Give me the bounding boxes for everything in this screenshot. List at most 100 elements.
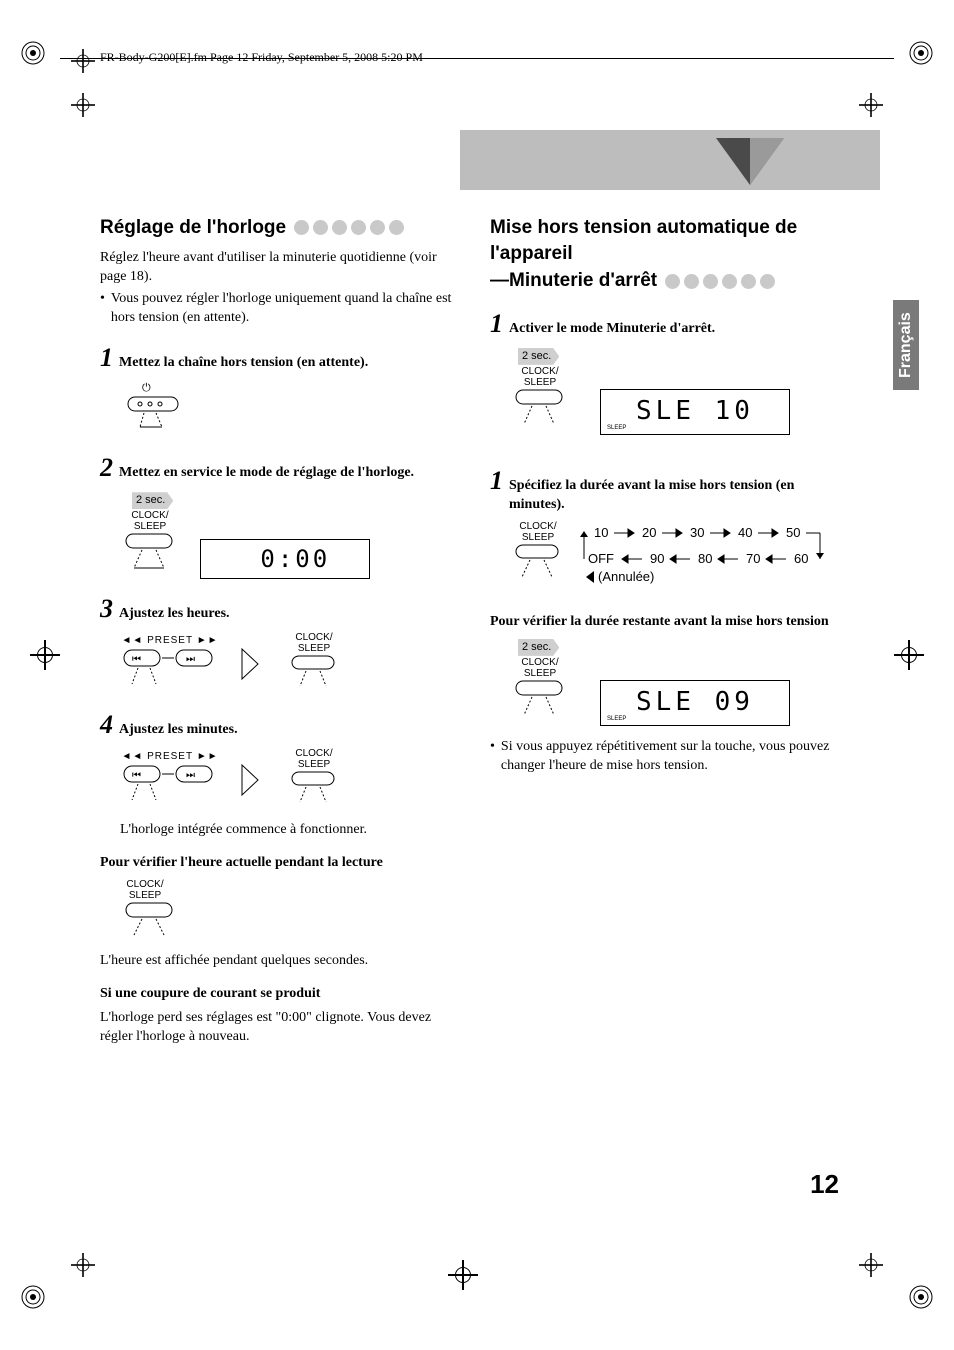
left-title-text: Réglage de l'horloge	[100, 215, 286, 241]
clock-sleep-label-r1: CLOCK/ SLEEP	[510, 366, 570, 388]
after-sub2: L'horloge perd ses réglages est "0:00" c…	[100, 1009, 460, 1047]
rsub-diagram: 2 sec. CLOCK/ SLEEP SLE 09 SLEEP	[510, 638, 850, 726]
preset-label: ◄◄ PRESET ►►	[120, 635, 220, 646]
right-title2: —Minuterie d'arrêt	[490, 268, 850, 294]
svg-text:50: 50	[786, 525, 800, 540]
crosshair-header2	[71, 93, 95, 117]
clock-sleep-button-icon	[120, 532, 180, 572]
crosshair-bottom	[448, 1260, 478, 1290]
step-number: 3	[100, 591, 113, 626]
step-number: 1	[100, 340, 113, 375]
svg-text:OFF: OFF	[588, 551, 614, 566]
svg-text:20: 20	[642, 525, 656, 540]
step4-text: Ajustez les minutes.	[119, 721, 238, 740]
arrow-right-icon-4	[238, 755, 268, 805]
step-number: 2	[100, 450, 113, 485]
clock-sleep-button-icon-3	[286, 654, 342, 688]
left-subhead2: Si une coupure de courant se produit	[100, 985, 460, 1004]
step2-diagram: 2 sec. CLOCK/ SLEEP ⠀0:00	[120, 491, 460, 579]
crosshair-left	[30, 640, 60, 670]
left-subhead1: Pour vérifier l'heure actuelle pendant l…	[100, 854, 460, 873]
step1-diagram: ⏻	[120, 381, 460, 438]
left-step4: 4 Ajustez les minutes.	[100, 707, 460, 742]
preset-label-4: ◄◄ PRESET ►►	[120, 751, 220, 762]
preset-button-icon-4: ⏮ ⏭	[120, 762, 220, 802]
svg-text:10: 10	[594, 525, 608, 540]
reg-mark-tl	[18, 38, 48, 68]
gray-band	[460, 130, 880, 190]
display-sle10: SLE 10 SLEEP	[600, 389, 790, 435]
clock-sleep-button-icon-r3	[510, 679, 570, 719]
left-title: Réglage de l'horloge	[100, 215, 460, 241]
crosshair-footer-r	[859, 1253, 883, 1277]
right-bullet: Si vous appuyez répétitivement sur la to…	[490, 738, 850, 776]
clock-sleep-button-icon-r1	[510, 388, 570, 428]
right-title1-text: Mise hors tension automatique de l'appar…	[490, 215, 850, 266]
rstep1-diagram: 2 sec. CLOCK/ SLEEP SLE 10 SLEEP	[510, 347, 850, 435]
left-bullet1: Vous pouvez régler l'horloge uniquement …	[100, 290, 460, 328]
svg-text:80: 80	[698, 551, 712, 566]
rstep1-text: Activer le mode Minuterie d'arrêt.	[509, 320, 715, 339]
clock-sleep-button-icon-v	[120, 901, 180, 939]
left-column: Réglage de l'horloge Réglez l'heure avan…	[100, 215, 460, 1047]
display-sle09: SLE 09 SLEEP	[600, 680, 790, 726]
clock-sleep-label-r2: CLOCK/ SLEEP	[510, 521, 566, 543]
arrow-right-icon	[238, 639, 268, 689]
after-sub1: L'heure est affichée pendant quelques se…	[100, 952, 460, 971]
svg-text:90: 90	[650, 551, 664, 566]
rstep2-text: Spécifiez la durée avant la mise hors te…	[509, 477, 850, 515]
svg-text:⏮: ⏮	[132, 770, 141, 781]
left-step1: 1 Mettez la chaîne hors tension (en atte…	[100, 340, 460, 375]
preset-button-icon: ⏮ ⏭	[120, 646, 220, 686]
display-clock: ⠀0:00	[200, 539, 370, 579]
reg-mark-br	[906, 1282, 936, 1312]
step1-text: Mettez la chaîne hors tension (en attent…	[119, 354, 368, 373]
two-sec-badge-r2: 2 sec.	[518, 639, 559, 656]
clock-sleep-label-4: CLOCK/ SLEEP	[286, 748, 342, 770]
step-number: 4	[100, 707, 113, 742]
two-sec-badge: 2 sec.	[132, 492, 173, 509]
svg-text:40: 40	[738, 525, 752, 540]
step-number: 1	[490, 463, 503, 498]
step3-text: Ajustez les heures.	[119, 605, 230, 624]
crosshair-header3	[859, 93, 883, 117]
right-title2-text: —Minuterie d'arrêt	[490, 268, 657, 294]
reg-mark-bl	[18, 1282, 48, 1312]
header-text: FR-Body-G200[E].fm Page 12 Friday, Septe…	[100, 50, 423, 65]
svg-text:60: 60	[794, 551, 808, 566]
svg-text:(Annulée): (Annulée)	[598, 569, 654, 584]
reg-mark-tr	[906, 38, 936, 68]
svg-text:30: 30	[690, 525, 704, 540]
language-tab: Français	[893, 300, 919, 390]
page-number: 12	[810, 1169, 839, 1200]
svg-text:⏭: ⏭	[186, 654, 195, 665]
title-dots-icon	[294, 220, 404, 235]
right-step2: 1 Spécifiez la durée avant la mise hors …	[490, 463, 850, 515]
right-column: Mise hors tension automatique de l'appar…	[490, 215, 850, 1047]
two-sec-badge-r: 2 sec.	[518, 348, 559, 365]
title-dots-icon-r	[665, 274, 775, 289]
clock-sleep-button-icon-4	[286, 770, 342, 804]
sleep-indicator: SLEEP	[607, 424, 626, 432]
step-number: 1	[490, 306, 503, 341]
step3-diagram: ◄◄ PRESET ►► ⏮ ⏭ CLOCK/ SLEEP	[120, 632, 460, 695]
svg-text:⏻: ⏻	[142, 382, 151, 394]
svg-text:70: 70	[746, 551, 760, 566]
crosshair-right	[894, 640, 924, 670]
right-subhead: Pour vérifier la durée restante avant la…	[490, 613, 850, 632]
subhead1-diagram: CLOCK/ SLEEP	[120, 879, 460, 946]
crosshair-footer-l	[71, 1253, 95, 1277]
flow-numbers: 10 20 30 40 50	[576, 521, 836, 596]
right-step1: 1 Activer le mode Minuterie d'arrêt.	[490, 306, 850, 341]
left-intro: Réglez l'heure avant d'utiliser la minut…	[100, 249, 460, 287]
right-title1: Mise hors tension automatique de l'appar…	[490, 215, 850, 266]
clock-sleep-label: CLOCK/ SLEEP	[120, 510, 180, 532]
arrow-overlay-icon	[710, 130, 790, 200]
svg-text:⏭: ⏭	[186, 770, 195, 781]
sleep-indicator-2: SLEEP	[607, 715, 626, 723]
after-step4: L'horloge intégrée commence à fonctionne…	[120, 821, 460, 840]
clock-sleep-label-3: CLOCK/ SLEEP	[286, 632, 342, 654]
step4-diagram: ◄◄ PRESET ►► ⏮ ⏭ CLOCK/ SLEEP	[120, 748, 460, 811]
left-step2: 2 Mettez en service le mode de réglage d…	[100, 450, 460, 485]
rstep2-diagram: CLOCK/ SLEEP 10 20 30 40 50	[510, 521, 850, 596]
